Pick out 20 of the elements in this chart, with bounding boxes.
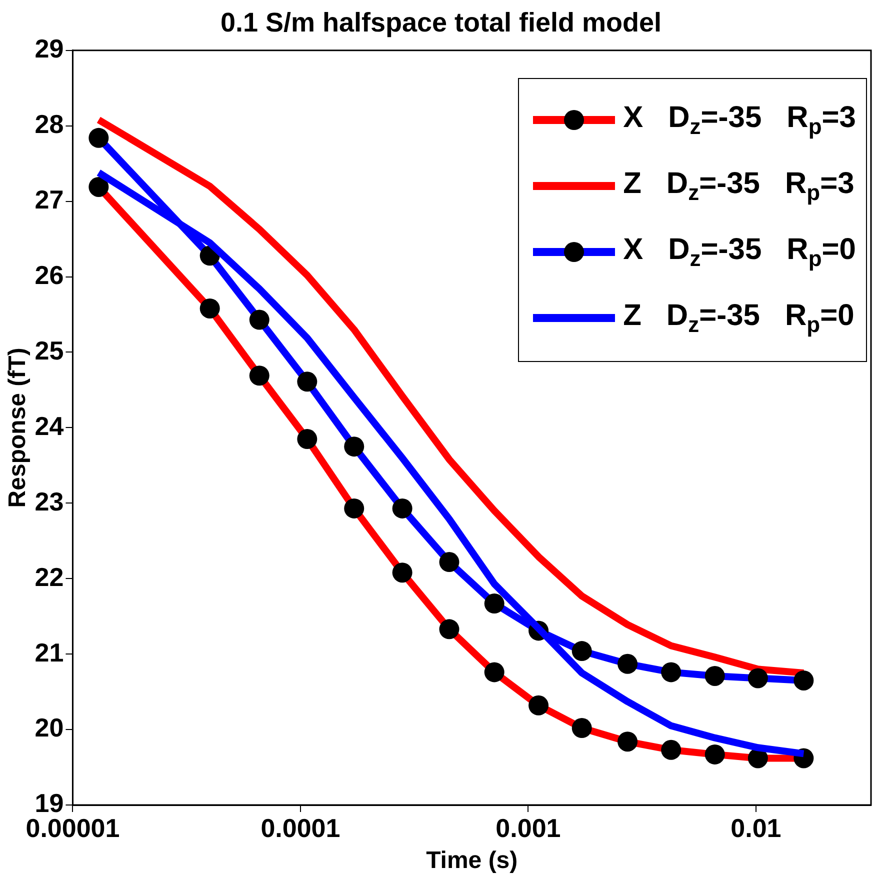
x-axis-title: Time (s)	[426, 847, 518, 874]
y-tick-label: 23	[34, 486, 64, 516]
y-tick-label: 26	[34, 260, 64, 290]
y-tick-label: 24	[34, 410, 64, 441]
y-axis-title: Response (fT)	[4, 348, 32, 508]
y-tick-label: 22	[34, 562, 64, 592]
y-tick-label: 21	[34, 637, 64, 668]
legend-label: X D$_{z}$=-35 R$_{p}$=0	[623, 232, 856, 272]
y-tick-label: 25	[34, 335, 64, 366]
y-tick-label: 29	[34, 34, 64, 64]
y-tick-label: 27	[34, 184, 64, 214]
x-tick-label: 0.0001	[260, 812, 340, 843]
x-tick-label: 0.001	[496, 812, 561, 843]
legend-label: X D$_{z}$=-35 R$_{p}$=3	[623, 100, 856, 140]
chart-title: 0.1 S/m halfspace total field model	[220, 8, 662, 38]
legend-label: Z D$_{z}$=-35 R$_{p}$=0	[623, 298, 854, 338]
x-tick-label: 0.01	[730, 812, 782, 843]
y-tick-label: 20	[34, 712, 64, 743]
y-tick-label: 28	[34, 109, 64, 140]
legend-label: Z D$_{z}$=-35 R$_{p}$=3	[623, 166, 854, 206]
